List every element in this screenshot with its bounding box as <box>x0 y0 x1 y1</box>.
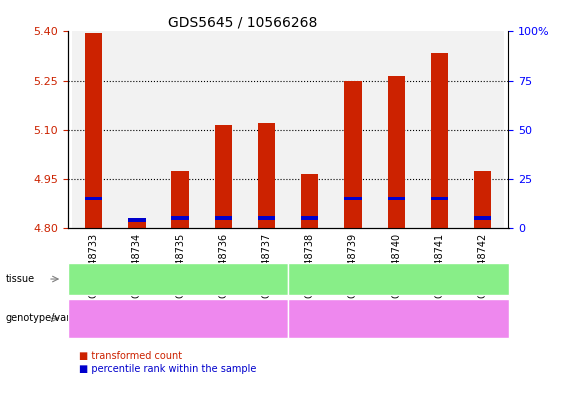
Bar <box>258 123 275 228</box>
Bar <box>331 31 375 228</box>
Bar <box>461 31 504 228</box>
Text: Papillary Thyroid Carcinoma tumor: Papillary Thyroid Carcinoma tumor <box>99 275 257 283</box>
Text: TPOCreER; BrafV600E: TPOCreER; BrafV600E <box>129 314 227 323</box>
Text: TPOCreER; BrafV600E; p53 -/-: TPOCreER; BrafV600E; p53 -/- <box>332 314 465 323</box>
Text: GDS5645 / 10566268: GDS5645 / 10566268 <box>168 16 318 30</box>
Text: genotype/variation: genotype/variation <box>6 313 98 323</box>
Bar <box>159 31 202 228</box>
Text: ■ transformed count: ■ transformed count <box>79 351 182 361</box>
Bar <box>418 31 461 228</box>
Bar <box>85 197 102 200</box>
Text: ■ percentile rank within the sample: ■ percentile rank within the sample <box>79 364 257 375</box>
Text: tissue: tissue <box>6 274 35 284</box>
Bar <box>431 53 448 228</box>
Bar <box>202 31 245 228</box>
Bar <box>474 217 491 220</box>
Bar <box>344 197 362 200</box>
Bar <box>172 217 189 220</box>
Bar <box>258 217 275 220</box>
Bar <box>344 81 362 228</box>
Bar <box>128 219 146 222</box>
Text: Anaplastic Thyroid Carcinoma tumor: Anaplastic Thyroid Carcinoma tumor <box>316 275 481 283</box>
Bar <box>388 76 405 228</box>
Bar <box>115 31 159 228</box>
Bar <box>245 31 288 228</box>
Bar <box>215 217 232 220</box>
Bar <box>172 171 189 228</box>
Bar <box>431 197 448 200</box>
Bar <box>288 31 331 228</box>
Bar <box>128 220 146 228</box>
Bar <box>301 217 319 220</box>
Bar <box>85 33 102 228</box>
Bar <box>388 197 405 200</box>
Bar <box>215 125 232 228</box>
Bar <box>474 171 491 228</box>
Bar <box>301 174 319 228</box>
Bar <box>375 31 418 228</box>
Bar <box>72 31 115 228</box>
